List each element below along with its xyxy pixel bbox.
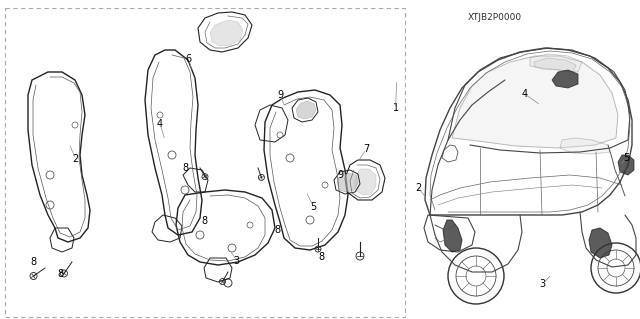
Text: 6: 6 xyxy=(186,54,192,64)
Text: 9: 9 xyxy=(337,170,344,180)
Polygon shape xyxy=(354,169,376,195)
Bar xyxy=(5,8,405,317)
Text: 8: 8 xyxy=(274,225,280,235)
Text: 8: 8 xyxy=(30,257,36,267)
Polygon shape xyxy=(210,20,243,46)
Polygon shape xyxy=(443,220,462,252)
Polygon shape xyxy=(452,56,618,148)
Text: 5: 5 xyxy=(310,202,317,212)
Polygon shape xyxy=(560,138,610,154)
Text: 9: 9 xyxy=(277,90,284,100)
Polygon shape xyxy=(337,173,358,192)
Text: 3: 3 xyxy=(540,279,546,289)
Text: 3: 3 xyxy=(234,256,240,266)
Text: XTJB2P0000: XTJB2P0000 xyxy=(468,13,522,22)
Text: 8: 8 xyxy=(58,269,64,279)
Text: 8: 8 xyxy=(202,216,208,226)
Polygon shape xyxy=(552,70,578,88)
Text: 2: 2 xyxy=(415,183,422,193)
Text: 2: 2 xyxy=(72,154,79,164)
Text: 4: 4 xyxy=(522,89,528,99)
Text: 1: 1 xyxy=(392,103,399,114)
Polygon shape xyxy=(296,101,316,119)
Text: 8: 8 xyxy=(182,163,189,174)
Polygon shape xyxy=(534,58,576,72)
Text: 7: 7 xyxy=(363,144,369,154)
Text: 4: 4 xyxy=(157,119,163,129)
Polygon shape xyxy=(589,228,612,258)
Polygon shape xyxy=(530,54,582,72)
Polygon shape xyxy=(618,155,634,175)
Text: 8: 8 xyxy=(318,252,324,262)
Text: 5: 5 xyxy=(623,153,629,163)
